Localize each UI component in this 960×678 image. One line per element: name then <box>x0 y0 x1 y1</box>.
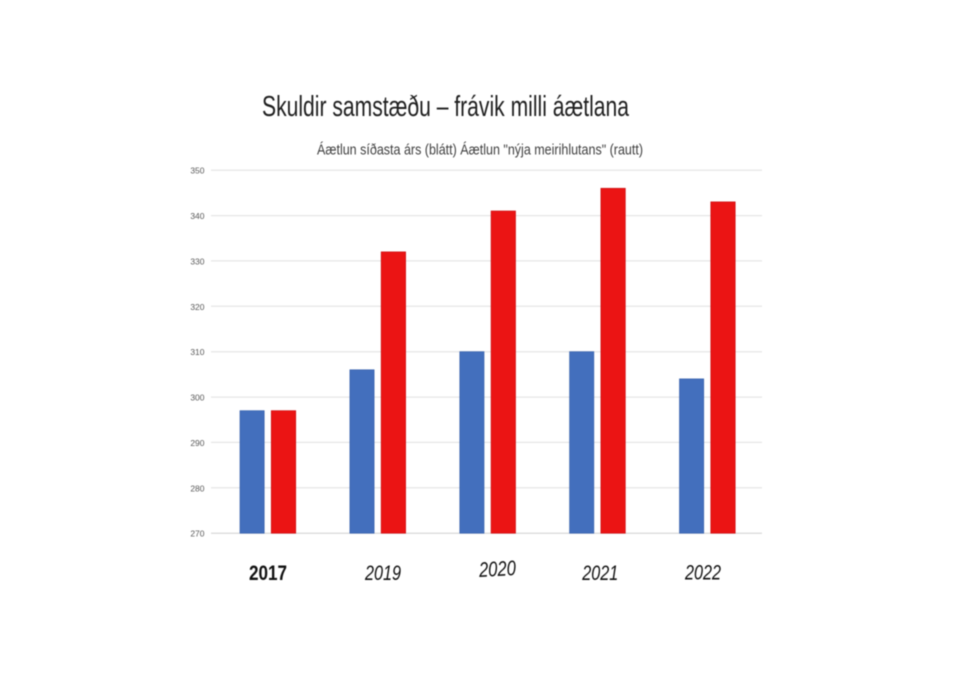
svg-text:270: 270 <box>190 529 204 539</box>
svg-text:2017: 2017 <box>249 562 287 585</box>
svg-text:340: 340 <box>190 211 204 221</box>
svg-text:350: 350 <box>190 166 204 176</box>
svg-text:320: 320 <box>190 302 204 312</box>
svg-text:Áætlun síðasta árs (blátt) Áæt: Áætlun síðasta árs (blátt) Áætlun "nýja … <box>317 142 643 159</box>
svg-text:2020: 2020 <box>478 557 517 582</box>
svg-text:Skuldir samstæðu – frávik mill: Skuldir samstæðu – frávik milli áætlana <box>262 91 630 123</box>
svg-text:280: 280 <box>190 483 204 493</box>
svg-text:2019: 2019 <box>364 562 401 585</box>
svg-text:300: 300 <box>190 393 204 403</box>
svg-text:330: 330 <box>190 256 204 266</box>
svg-text:310: 310 <box>190 347 204 357</box>
svg-text:2022: 2022 <box>684 561 721 584</box>
svg-text:2021: 2021 <box>582 562 619 585</box>
svg-text:290: 290 <box>190 438 204 448</box>
